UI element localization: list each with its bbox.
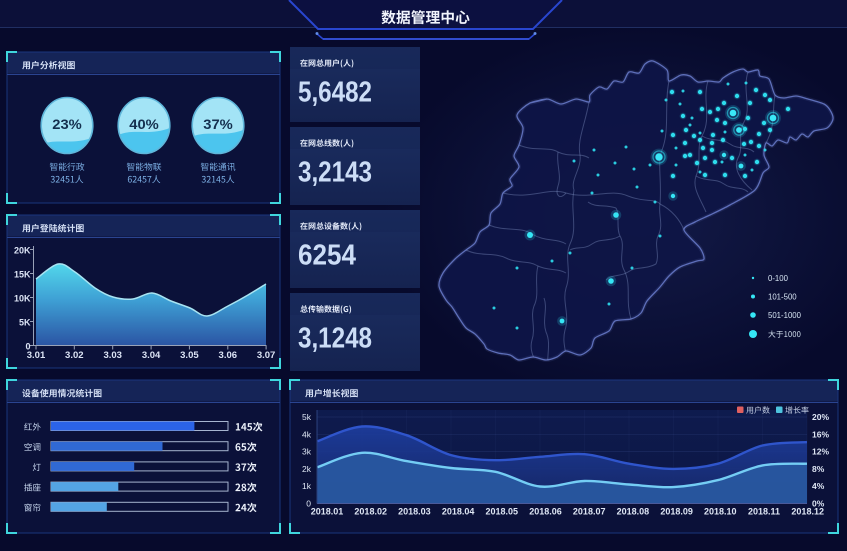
svg-text:20K: 20K	[14, 246, 31, 256]
svg-text:16%: 16%	[812, 429, 829, 439]
svg-text:4%: 4%	[812, 481, 825, 491]
svg-text:5,6482: 5,6482	[298, 77, 372, 109]
svg-text:2018.08: 2018.08	[617, 507, 650, 517]
svg-text:2018.06: 2018.06	[529, 507, 562, 517]
svg-text:3.01: 3.01	[27, 350, 46, 361]
svg-text:3.05: 3.05	[180, 350, 199, 361]
svg-text:0%: 0%	[812, 499, 825, 509]
svg-text:3.04: 3.04	[142, 350, 161, 361]
svg-text:2018.04: 2018.04	[442, 507, 475, 517]
svg-text:501-1000: 501-1000	[768, 311, 802, 320]
svg-text:40%: 40%	[129, 116, 159, 132]
svg-text:5k: 5k	[302, 412, 312, 422]
svg-text:3,1248: 3,1248	[298, 323, 372, 355]
svg-text:3,2143: 3,2143	[298, 157, 372, 189]
svg-text:101-500: 101-500	[768, 293, 797, 302]
svg-text:12%: 12%	[812, 447, 829, 457]
svg-text:3.07: 3.07	[257, 350, 276, 361]
svg-text:23%: 23%	[52, 116, 82, 132]
svg-text:3k: 3k	[302, 447, 312, 457]
svg-text:2018.01: 2018.01	[311, 507, 344, 517]
svg-text:10K: 10K	[14, 294, 31, 304]
svg-text:2018.09: 2018.09	[660, 507, 693, 517]
svg-text:8%: 8%	[812, 464, 825, 474]
svg-text:2018.07: 2018.07	[573, 507, 606, 517]
svg-text:2018.12: 2018.12	[791, 507, 824, 517]
svg-text:0: 0	[25, 342, 30, 352]
svg-text:2018.05: 2018.05	[486, 507, 519, 517]
svg-text:5K: 5K	[19, 318, 31, 328]
svg-text:3.03: 3.03	[103, 350, 122, 361]
svg-text:2018.02: 2018.02	[354, 507, 387, 517]
svg-text:0-100: 0-100	[768, 274, 789, 283]
svg-text:15K: 15K	[14, 270, 31, 280]
svg-text:3.06: 3.06	[219, 350, 238, 361]
svg-text:2018.11: 2018.11	[748, 507, 780, 517]
svg-text:0: 0	[306, 499, 311, 509]
svg-text:20%: 20%	[812, 412, 829, 422]
svg-text:3.02: 3.02	[65, 350, 84, 361]
svg-text:2018.03: 2018.03	[398, 507, 431, 517]
svg-text:37%: 37%	[203, 116, 233, 132]
svg-text:1k: 1k	[302, 481, 312, 491]
svg-text:4k: 4k	[302, 429, 312, 439]
svg-text:6254: 6254	[298, 240, 356, 272]
svg-text:2k: 2k	[302, 464, 312, 474]
svg-text:2018.10: 2018.10	[704, 507, 737, 517]
